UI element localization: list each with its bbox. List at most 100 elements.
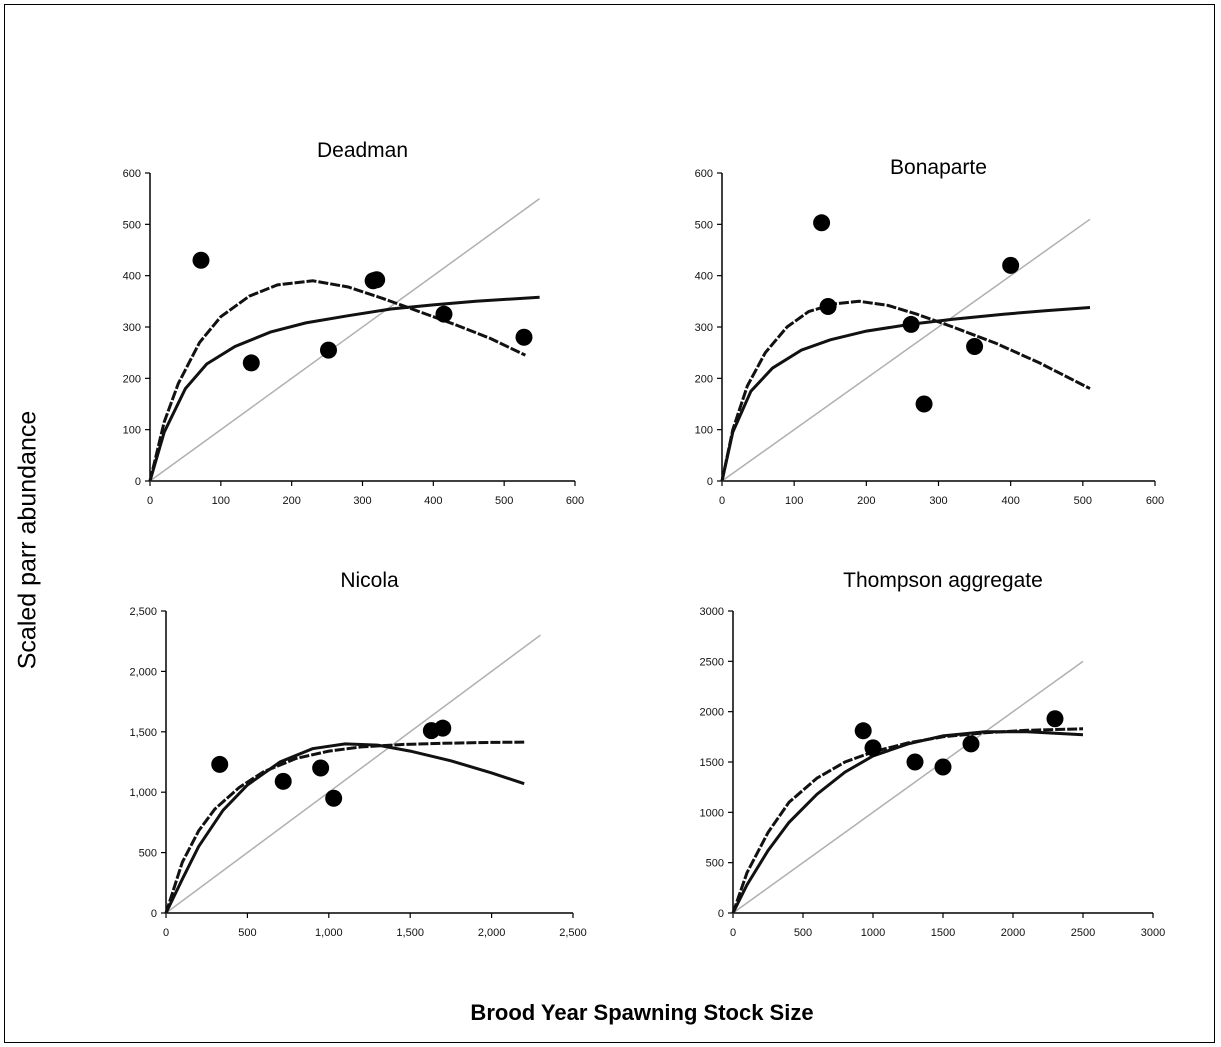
data-point [515,328,533,346]
x-tick-label: 100 [212,495,230,507]
y-tick-label: 600 [695,168,713,180]
data-point [966,338,984,356]
data-point [864,739,882,757]
fit-curve-a [164,740,525,914]
chart-panel-4: Thompson aggregate 0 500 1000 1500 2000 2500 30… [700,569,1166,939]
data-point [312,759,330,777]
data-point [192,251,210,269]
y-tick-label: 500 [706,858,724,870]
x-tick-label: 200 [282,495,300,507]
x-tick-label: 0 [730,927,736,939]
x-tick-label: 100 [785,495,803,507]
data-point [962,735,980,753]
x-tick-label: 1000 [861,927,885,939]
replacement-line [721,218,1091,482]
data-point [211,755,229,773]
data-point [320,341,337,359]
replacement-line [732,660,1084,914]
fit-curve-a [720,299,1091,482]
y-tick-label: 0 [718,908,724,920]
data-point [434,719,452,737]
x-tick-label: 3000 [1141,927,1165,939]
x-tick-label: 400 [1001,495,1019,507]
fit-curve-b [148,295,540,482]
data-point [1046,710,1064,728]
y-tick-label: 0 [151,908,157,920]
chart-title: Thompson aggregate [843,569,1043,592]
chart-title: Bonaparte [890,156,987,179]
fit-curve-a [148,279,527,482]
x-tick-label: 500 [238,927,256,939]
data-point [435,305,453,323]
replacement-line [165,634,541,914]
x-axis-label: Brood Year Spawning Stock Size [470,1000,814,1025]
data-point [915,395,933,413]
x-tick-label: 400 [424,495,442,507]
y-tick-label: 2000 [700,707,724,719]
y-tick-label: 2,500 [129,606,157,618]
x-tick-label: 0 [719,495,725,507]
y-tick-label: 400 [123,271,141,283]
x-tick-label: 1,500 [396,927,424,939]
x-tick-label: 2500 [1071,927,1095,939]
data-point [242,354,260,372]
y-tick-label: 400 [695,271,713,283]
x-tick-label: 500 [794,927,812,939]
data-point [368,271,386,289]
x-tick-label: 0 [163,927,169,939]
chart-panel-2: Bonaparte 0 100 200 300 400 500 600 0 100 200 300 40… [695,156,1165,507]
y-axis-label: Scaled parr abundance [13,410,42,670]
y-tick-label: 1,500 [129,727,157,739]
y-tick-label: 2,000 [129,666,157,678]
x-tick-label: 2,000 [478,927,506,939]
y-tick-label: 3000 [700,606,724,618]
y-tick-label: 100 [695,425,713,437]
x-tick-label: 600 [566,495,584,507]
y-tick-label: 200 [123,373,141,385]
y-tick-label: 200 [695,373,713,385]
replacement-line [149,198,541,482]
data-point [819,297,837,315]
x-tick-label: 200 [857,495,875,507]
y-tick-label: 100 [123,425,141,437]
fit-curve-a [731,727,1084,914]
x-tick-label: 2000 [1001,927,1025,939]
x-tick-label: 1,000 [315,927,343,939]
data-point [902,315,920,333]
y-tick-label: 500 [123,219,141,231]
x-tick-label: 600 [1146,495,1164,507]
data-point [1002,256,1020,274]
chart-title: Deadman [317,139,408,162]
x-tick-label: 1500 [931,927,955,939]
y-tick-label: 300 [695,322,713,334]
y-tick-label: 600 [123,168,141,180]
data-point [813,214,831,232]
y-tick-label: 1500 [700,757,724,769]
chart-panel-1: Deadman 0 100 200 300 400 500 600 0 100 200 300 400 5… [123,139,585,507]
y-tick-label: 500 [695,219,713,231]
y-tick-label: 1000 [700,807,724,819]
data-point [325,789,343,807]
y-tick-label: 2500 [700,656,724,668]
x-tick-label: 0 [147,495,153,507]
x-tick-label: 500 [1074,495,1092,507]
fit-curve-b [164,742,525,914]
data-point [906,753,924,771]
figure-frame [4,4,1215,1043]
y-tick-label: 500 [139,848,157,860]
x-tick-label: 500 [495,495,513,507]
y-tick-label: 0 [707,476,713,488]
x-tick-label: 2,500 [559,927,587,939]
chart-title: Nicola [340,569,399,592]
data-point [934,758,952,776]
data-point [854,722,872,740]
data-point [274,772,292,790]
x-tick-label: 300 [929,495,947,507]
y-tick-label: 300 [123,322,141,334]
fit-curve-b [720,306,1091,482]
y-tick-label: 1,000 [129,787,157,799]
chart-panel-3: Nicola 0 500 1,000 1,500 2,000 2,500 0 500 1,000 1… [129,569,586,939]
y-tick-label: 0 [135,476,141,488]
x-tick-label: 300 [353,495,371,507]
